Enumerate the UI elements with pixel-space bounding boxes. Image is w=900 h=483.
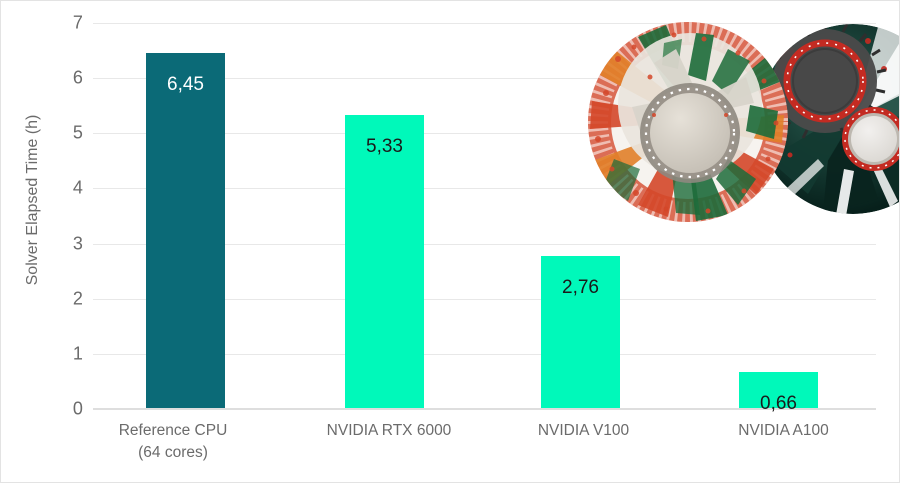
y-tick-4: 4 — [72, 177, 83, 198]
y-axis-title: Solver Elapsed Time (h) — [24, 114, 41, 286]
y-tick-3: 3 — [72, 233, 83, 254]
x-label-nvidia-a100: NVIDIA A100 — [691, 420, 876, 442]
gridline-4 — [93, 188, 876, 189]
x-label-reference-cpu: Reference CPU (64 cores) — [93, 420, 253, 465]
bar-value-label-2: 2,76 — [562, 277, 599, 299]
cfd-impeller-left — [588, 22, 788, 222]
gridline-0-baseline — [93, 408, 876, 410]
bar-value-label-3: 0,66 — [760, 392, 797, 414]
y-tick-2: 2 — [72, 288, 83, 309]
y-tick-5: 5 — [72, 122, 83, 143]
gridline-1 — [93, 354, 876, 355]
cfd-impeller-right — [758, 24, 899, 214]
bar-nvidia-v100[interactable]: 2,76 — [541, 256, 620, 408]
y-tick-0: 0 — [72, 398, 83, 419]
cfd-render-svg — [588, 22, 899, 222]
x-label-nvidia-rtx-6000: NVIDIA RTX 6000 — [289, 420, 489, 442]
gridline-7 — [93, 23, 876, 24]
bar-reference-cpu[interactable]: 6,45 — [146, 53, 225, 408]
x-label-line1-3: NVIDIA A100 — [738, 422, 829, 439]
y-axis-tick-labels: 7 6 5 4 3 2 1 0 — [31, 1, 83, 482]
gridline-3 — [93, 244, 876, 245]
x-label-nvidia-v100: NVIDIA V100 — [491, 420, 676, 442]
bar-nvidia-a100[interactable]: 0,66 — [739, 371, 818, 413]
bar-value-label-1: 5,33 — [366, 135, 403, 157]
gridline-6 — [93, 78, 876, 79]
y-tick-7: 7 — [72, 12, 83, 33]
gridline-2 — [93, 299, 876, 300]
plot-area: 6,45 5,33 2,76 0,66 — [93, 1, 899, 482]
x-label-line2-0: (64 cores) — [138, 444, 208, 462]
cfd-turbine-render-image — [578, 19, 899, 229]
bar-value-label-0: 6,45 — [167, 74, 204, 96]
y-tick-1: 1 — [72, 343, 83, 364]
x-label-line1-2: NVIDIA V100 — [537, 422, 630, 439]
x-label-line1-1: NVIDIA RTX 6000 — [326, 422, 452, 439]
gridline-5 — [93, 133, 876, 134]
y-tick-6: 6 — [72, 67, 83, 88]
x-label-line1-0: Reference CPU — [118, 422, 228, 439]
bar-nvidia-rtx-6000[interactable]: 5,33 — [345, 114, 424, 408]
